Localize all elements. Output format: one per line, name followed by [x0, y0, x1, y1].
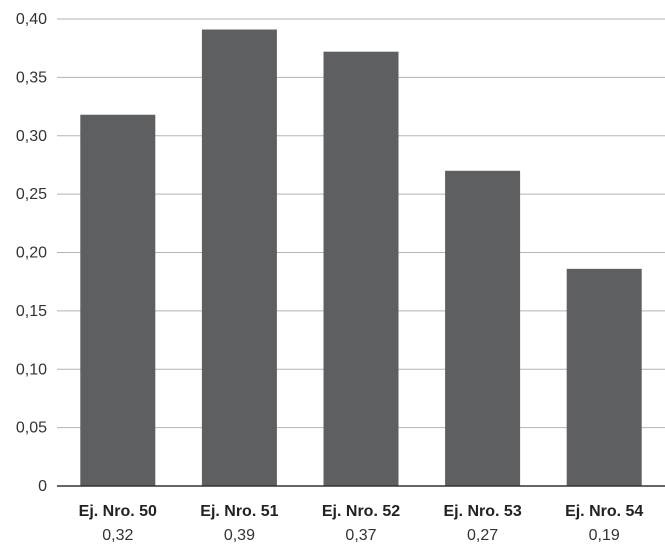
value-label: 0,19	[589, 527, 620, 544]
bar-2	[202, 30, 277, 486]
bar-5	[567, 269, 642, 486]
x-category-label: Ej. Nro. 54	[565, 503, 643, 520]
y-tick-label: 0,10	[16, 361, 47, 378]
x-category-label: Ej. Nro. 52	[322, 503, 400, 520]
x-category-label: Ej. Nro. 50	[79, 503, 157, 520]
bar-1	[80, 115, 155, 486]
value-label: 0,37	[345, 527, 376, 544]
bar-4	[445, 171, 520, 486]
value-label: 0,39	[224, 527, 255, 544]
value-label: 0,27	[467, 527, 498, 544]
y-tick-label: 0,05	[16, 420, 47, 437]
x-category-label: Ej. Nro. 53	[443, 503, 521, 520]
y-tick-label: 0,15	[16, 303, 47, 320]
bars	[80, 30, 641, 486]
y-tick-label: 0,30	[16, 128, 47, 145]
y-tick-label: 0,20	[16, 245, 47, 262]
y-tick-label: 0	[38, 478, 47, 495]
bar-3	[324, 52, 399, 486]
y-tick-label: 0,25	[16, 186, 47, 203]
value-label: 0,32	[102, 527, 133, 544]
x-category-label: Ej. Nro. 51	[200, 503, 278, 520]
y-tick-label: 0,40	[16, 11, 47, 28]
y-tick-label: 0,35	[16, 69, 47, 86]
